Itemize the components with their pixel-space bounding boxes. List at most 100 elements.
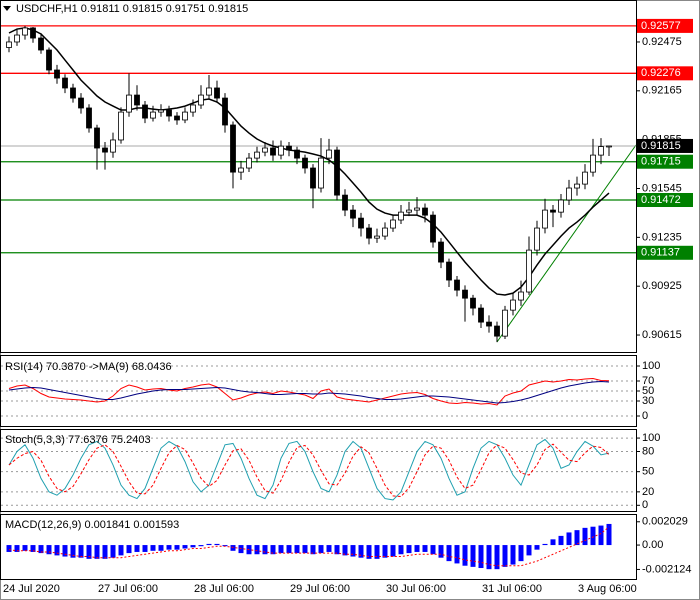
macd-bar xyxy=(406,545,412,554)
candle-body xyxy=(286,145,292,151)
candle-body xyxy=(206,87,212,96)
candle-body xyxy=(142,104,148,119)
candle-body xyxy=(54,69,60,79)
candle-body xyxy=(62,77,68,89)
macd-bar xyxy=(502,545,508,567)
candle-body xyxy=(470,297,476,309)
macd-bar xyxy=(62,545,68,557)
indicator-line xyxy=(8,438,610,501)
candle-body xyxy=(278,145,284,156)
macd-bar xyxy=(206,543,212,546)
candle-body xyxy=(374,235,380,239)
macd-bar xyxy=(166,545,172,550)
menu-triangle xyxy=(3,6,11,11)
candle-body xyxy=(462,289,468,299)
panel-title: Stoch(5,3,3) 77.6376 75.2403 xyxy=(5,434,151,446)
candle-body xyxy=(262,147,268,153)
macd-bar xyxy=(558,535,564,546)
indicator-line xyxy=(8,380,610,404)
candle-body xyxy=(582,171,588,185)
macd-bar xyxy=(46,545,52,555)
macd-bar xyxy=(230,545,236,551)
y-tick-label: 0 xyxy=(642,410,648,422)
panel-title: USDCHF,H1 0.91811 0.91815 0.91751 0.9181… xyxy=(16,3,248,15)
y-tick-label: 0.92165 xyxy=(642,85,682,97)
macd-bar xyxy=(38,545,44,554)
x-tick-label: 30 Jul 06:00 xyxy=(386,583,446,595)
indicator-line xyxy=(8,443,610,498)
candle-body xyxy=(310,167,316,189)
candle-body xyxy=(302,157,308,169)
candle-body xyxy=(134,94,140,106)
macd-bar xyxy=(462,545,468,566)
level-label-box xyxy=(637,245,693,260)
candle-body xyxy=(454,279,460,291)
candle-body xyxy=(110,139,116,153)
moving-average xyxy=(8,27,610,296)
candle-body xyxy=(334,149,340,196)
macd-bar xyxy=(582,527,588,546)
macd-bar xyxy=(430,545,436,555)
candle-body xyxy=(366,227,372,239)
candle-body xyxy=(326,149,332,159)
candle-body xyxy=(70,87,76,99)
candle-body xyxy=(22,27,28,36)
macd-bar xyxy=(278,545,284,554)
y-tick-label: 100 xyxy=(642,432,660,444)
macd-bar xyxy=(54,545,60,556)
level-label-box xyxy=(637,18,693,33)
candle-body xyxy=(350,209,356,219)
level-label-box xyxy=(637,193,693,208)
candle-body xyxy=(558,199,564,213)
candle-body xyxy=(222,97,228,126)
level-label-box xyxy=(637,66,693,81)
candle-body xyxy=(230,124,236,173)
candle-body xyxy=(486,321,492,327)
candle-body xyxy=(390,219,396,229)
candle-body xyxy=(30,27,36,39)
macd-bar xyxy=(494,545,500,570)
y-tick-label: -0.002124 xyxy=(642,563,692,575)
candle-body xyxy=(94,127,100,149)
signal-line xyxy=(8,526,610,567)
candle-body xyxy=(86,107,92,129)
candle-body xyxy=(358,217,364,229)
candle-body xyxy=(526,249,532,293)
macd-bar xyxy=(182,545,188,549)
candle-body xyxy=(38,37,44,51)
candle-body xyxy=(406,209,412,213)
candle-body xyxy=(118,111,124,141)
x-tick-label: 24 Jul 2020 xyxy=(3,583,60,595)
macd-bar xyxy=(142,545,148,552)
macd-bar xyxy=(270,545,276,555)
last-price-label: 0.91815 xyxy=(641,140,681,152)
indicator-line xyxy=(8,377,610,406)
y-tick-label: 0.90925 xyxy=(642,280,682,292)
macd-bar xyxy=(382,545,388,558)
macd-bar xyxy=(294,545,300,554)
candle-body xyxy=(198,94,204,106)
candle-body xyxy=(606,145,612,148)
candle-body xyxy=(534,227,540,251)
level-label: 0.91137 xyxy=(641,247,680,259)
y-tick-label: 80 xyxy=(642,445,654,457)
macd-bar xyxy=(70,545,76,558)
level-label: 0.92276 xyxy=(641,67,681,79)
candle-body xyxy=(598,146,604,156)
x-tick-label: 28 Jul 06:00 xyxy=(194,583,254,595)
macd-bar xyxy=(222,545,228,547)
y-tick-label: 50 xyxy=(642,385,654,397)
macd-bar xyxy=(542,543,548,546)
candle-body xyxy=(550,209,556,213)
macd-bar xyxy=(94,545,100,559)
candle-body xyxy=(6,41,12,48)
candle-body xyxy=(182,111,188,121)
candle-body xyxy=(150,111,156,119)
macd-bar xyxy=(590,526,596,546)
trend-line xyxy=(496,144,637,343)
candle-body xyxy=(574,183,580,189)
last-price-box xyxy=(637,138,693,153)
macd-bar xyxy=(254,545,260,555)
